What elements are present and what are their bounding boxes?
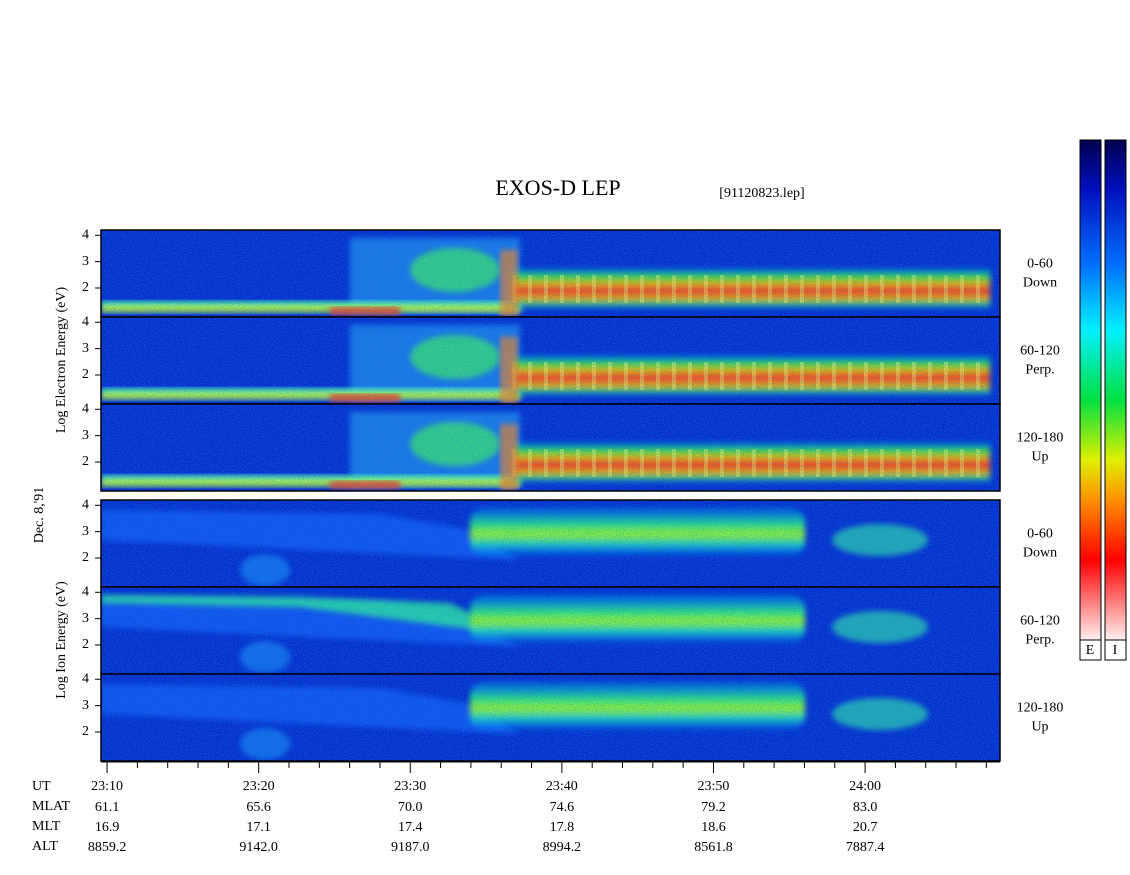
orbit-value: 16.9 <box>95 820 120 835</box>
y-axis-label: Log Electron Energy (eV) <box>54 287 69 434</box>
y-tick-label: 4 <box>82 401 89 416</box>
orbit-value: 17.1 <box>246 820 271 835</box>
orbit-value: 74.6 <box>550 800 575 815</box>
panel-frame <box>100 403 1001 492</box>
title: EXOS-D LEP <box>495 175 620 200</box>
colorbar-box <box>1104 639 1127 661</box>
panel-label: 60-120 <box>1020 344 1060 359</box>
y-tick-label: 2 <box>82 367 89 382</box>
colorbar <box>1079 139 1102 641</box>
orbit-value: 18.6 <box>701 820 726 835</box>
y-tick-label: 4 <box>82 227 89 242</box>
panel-label: Up <box>1031 450 1048 465</box>
orbit-value: 8561.8 <box>694 840 733 855</box>
panel-label: 120-180 <box>1017 431 1064 446</box>
panel <box>100 316 1001 405</box>
y-tick-label: 3 <box>82 524 89 539</box>
y-tick-label: 2 <box>82 454 89 469</box>
orbit-name: UT <box>32 779 51 794</box>
orbit-value: 7887.4 <box>846 840 885 855</box>
y-tick-label: 2 <box>82 724 89 739</box>
orbit-value: 8994.2 <box>543 840 582 855</box>
colorbar-label: E <box>1086 643 1095 658</box>
orbit-value: 8859.2 <box>88 840 127 855</box>
orbit-value: 20.7 <box>853 820 878 835</box>
panel-label: Perp. <box>1025 633 1054 648</box>
orbit-value: 17.8 <box>550 820 575 835</box>
panel <box>100 673 1001 762</box>
orbit-value: 70.0 <box>398 800 423 815</box>
spectrum <box>101 230 1000 317</box>
panel-frame <box>100 673 1001 762</box>
panel-label: 0-60 <box>1027 257 1053 272</box>
orbit-value: 9142.0 <box>239 840 278 855</box>
y-tick-label: 3 <box>82 698 89 713</box>
orbit-value: 9187.0 <box>391 840 430 855</box>
y-axis-label: Log Ion Energy (eV) <box>54 581 69 699</box>
y-tick-label: 3 <box>82 611 89 626</box>
y-tick-label: 3 <box>82 254 89 269</box>
orbit-name: MLAT <box>32 799 71 814</box>
x-tick-label: 23:30 <box>394 779 426 794</box>
orbit-name: MLT <box>32 819 61 834</box>
noise <box>101 500 1000 587</box>
noise <box>101 317 1000 404</box>
date-label: Dec. 8,'91 <box>32 487 47 544</box>
orbit-value: 61.1 <box>95 800 120 815</box>
noise <box>101 674 1000 761</box>
orbit-value: 17.4 <box>398 820 423 835</box>
orbit-value: 65.6 <box>246 800 271 815</box>
noise <box>101 587 1000 674</box>
orbit-value: 83.0 <box>853 800 878 815</box>
file-label: [91120823.lep] <box>719 186 804 201</box>
y-tick-label: 4 <box>82 671 89 686</box>
panel-label: Down <box>1023 276 1057 291</box>
x-tick-label: 23:40 <box>546 779 578 794</box>
colorbar <box>1104 139 1127 641</box>
x-tick-label: 23:50 <box>698 779 730 794</box>
colorbar-box <box>1079 639 1102 661</box>
panel-label: Up <box>1031 720 1048 735</box>
y-tick-label: 3 <box>82 428 89 443</box>
panel <box>100 586 1001 675</box>
colorbar-label: I <box>1113 643 1118 658</box>
panel <box>100 403 1001 492</box>
spectrum <box>101 587 1000 674</box>
x-tick-label: 24:00 <box>849 779 881 794</box>
panel-label: Perp. <box>1025 363 1054 378</box>
y-tick-label: 3 <box>82 341 89 356</box>
y-tick-label: 2 <box>82 637 89 652</box>
orbit-value: 79.2 <box>701 800 726 815</box>
panel-label: Down <box>1023 546 1057 561</box>
panel-label: 60-120 <box>1020 614 1060 629</box>
panel <box>100 499 1001 588</box>
spectrum <box>101 500 1000 587</box>
y-tick-label: 2 <box>82 550 89 565</box>
spectrum <box>101 317 1000 404</box>
y-tick-label: 4 <box>82 497 89 512</box>
noise <box>101 230 1000 317</box>
panel-label: 120-180 <box>1017 701 1064 716</box>
panel <box>100 229 1001 318</box>
spectrum <box>101 674 1000 761</box>
panel-label: 0-60 <box>1027 527 1053 542</box>
x-tick-label: 23:10 <box>91 779 123 794</box>
spectrum <box>101 404 1000 491</box>
y-tick-label: 2 <box>82 280 89 295</box>
x-tick-label: 23:20 <box>243 779 275 794</box>
orbit-name: ALT <box>32 839 58 854</box>
noise <box>101 404 1000 491</box>
y-tick-label: 4 <box>82 314 89 329</box>
y-tick-label: 4 <box>82 584 89 599</box>
